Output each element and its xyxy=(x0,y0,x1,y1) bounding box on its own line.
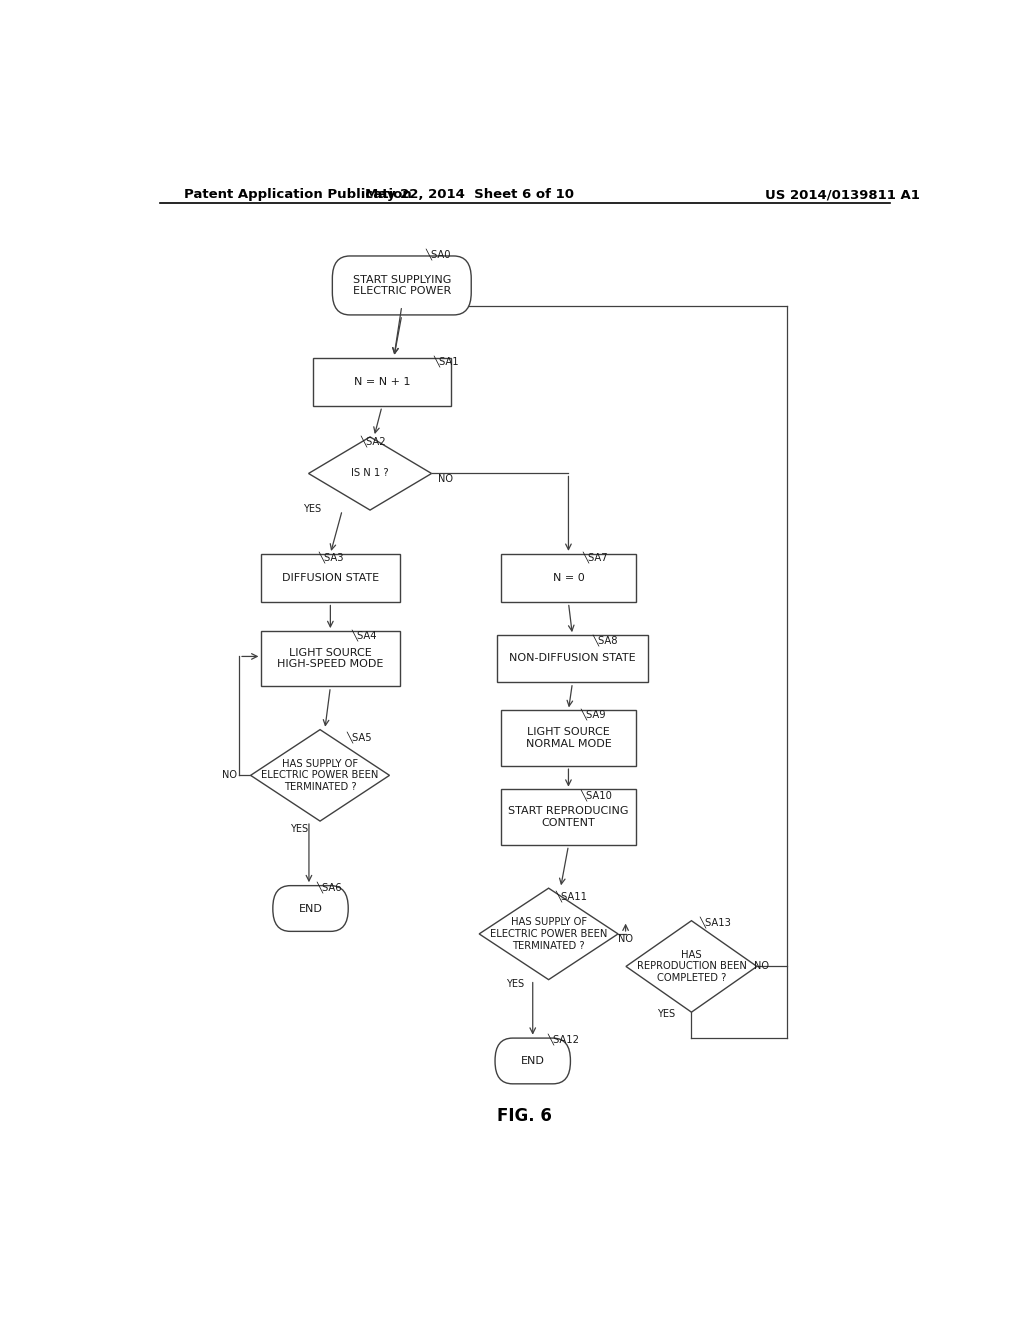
Text: May 22, 2014  Sheet 6 of 10: May 22, 2014 Sheet 6 of 10 xyxy=(365,189,573,202)
Bar xyxy=(501,710,636,766)
Text: ╲SA1: ╲SA1 xyxy=(433,355,459,367)
Text: YES: YES xyxy=(506,978,524,989)
Text: ╲SA7: ╲SA7 xyxy=(582,552,607,562)
Text: NON-DIFFUSION STATE: NON-DIFFUSION STATE xyxy=(509,653,636,664)
Polygon shape xyxy=(479,888,618,979)
Text: ╲SA9: ╲SA9 xyxy=(581,709,606,721)
Text: NO: NO xyxy=(618,935,633,944)
Text: ╲SA10: ╲SA10 xyxy=(581,789,612,801)
Text: Patent Application Publication: Patent Application Publication xyxy=(183,189,412,202)
Text: ╲SA6: ╲SA6 xyxy=(316,882,342,894)
Text: ╲SA8: ╲SA8 xyxy=(592,635,617,647)
Text: HAS
REPRODUCTION BEEN
COMPLETED ?: HAS REPRODUCTION BEEN COMPLETED ? xyxy=(637,950,746,983)
Text: ╲SA12: ╲SA12 xyxy=(547,1034,579,1044)
Bar xyxy=(497,635,648,682)
Text: N = 0: N = 0 xyxy=(553,573,585,583)
Polygon shape xyxy=(308,437,431,510)
Text: ╲SA11: ╲SA11 xyxy=(555,891,587,903)
Text: START REPRODUCING
CONTENT: START REPRODUCING CONTENT xyxy=(508,807,629,828)
Text: IS N 1 ?: IS N 1 ? xyxy=(351,469,389,478)
Bar xyxy=(501,789,636,845)
Text: END: END xyxy=(521,1056,545,1067)
Text: START SUPPLYING
ELECTRIC POWER: START SUPPLYING ELECTRIC POWER xyxy=(352,275,451,296)
Text: ╲SA4: ╲SA4 xyxy=(352,630,377,642)
Text: NO: NO xyxy=(754,961,769,972)
Text: END: END xyxy=(299,903,323,913)
Text: LIGHT SOURCE
HIGH-SPEED MODE: LIGHT SOURCE HIGH-SPEED MODE xyxy=(278,648,384,669)
Bar xyxy=(261,554,399,602)
Text: LIGHT SOURCE
NORMAL MODE: LIGHT SOURCE NORMAL MODE xyxy=(525,727,611,748)
Text: NO: NO xyxy=(438,474,453,483)
Polygon shape xyxy=(251,730,389,821)
Text: ╲SA13: ╲SA13 xyxy=(699,916,731,928)
Text: N = N + 1: N = N + 1 xyxy=(353,378,411,387)
Bar xyxy=(261,631,399,686)
Text: HAS SUPPLY OF
ELECTRIC POWER BEEN
TERMINATED ?: HAS SUPPLY OF ELECTRIC POWER BEEN TERMIN… xyxy=(489,917,607,950)
Text: HAS SUPPLY OF
ELECTRIC POWER BEEN
TERMINATED ?: HAS SUPPLY OF ELECTRIC POWER BEEN TERMIN… xyxy=(261,759,379,792)
Text: ╲SA2: ╲SA2 xyxy=(360,436,386,447)
FancyBboxPatch shape xyxy=(272,886,348,932)
Text: YES: YES xyxy=(657,1010,675,1019)
Text: YES: YES xyxy=(303,504,322,513)
FancyBboxPatch shape xyxy=(495,1038,570,1084)
Text: US 2014/0139811 A1: US 2014/0139811 A1 xyxy=(765,189,920,202)
Text: ╲SA5: ╲SA5 xyxy=(346,731,372,743)
Text: NO: NO xyxy=(222,771,238,780)
Polygon shape xyxy=(626,921,757,1012)
FancyBboxPatch shape xyxy=(333,256,471,315)
Text: DIFFUSION STATE: DIFFUSION STATE xyxy=(282,573,379,583)
Text: ╲SA3: ╲SA3 xyxy=(318,552,344,562)
Text: ╲SA0: ╲SA0 xyxy=(426,248,452,260)
Bar xyxy=(501,554,636,602)
Text: YES: YES xyxy=(290,824,307,834)
Text: FIG. 6: FIG. 6 xyxy=(498,1107,552,1125)
Bar xyxy=(312,358,452,405)
